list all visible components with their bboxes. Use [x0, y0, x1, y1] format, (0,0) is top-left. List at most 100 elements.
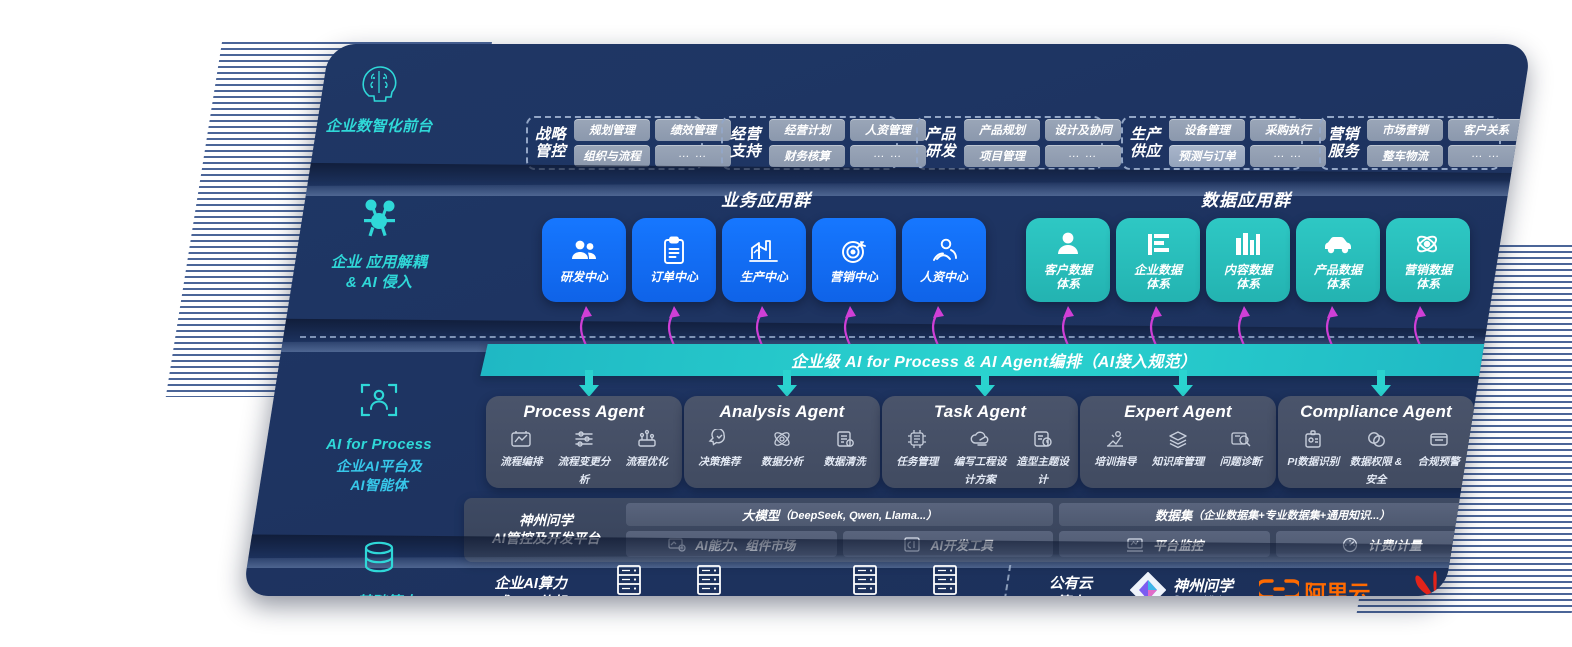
- rail-label-ai-compute: AI基础算力: [341, 594, 418, 596]
- data-card-label: 营销数据 体系: [1403, 262, 1452, 291]
- chip[interactable]: 组织与流程: [574, 145, 651, 167]
- data-card-label: 企业数据 体系: [1133, 262, 1182, 291]
- rail-app-decoupling: 企业 应用解耦 & AI 侵入: [286, 194, 472, 294]
- group-title: 生产 供应: [1130, 125, 1162, 160]
- pi-badge-icon: [1282, 426, 1345, 452]
- agent-capability[interactable]: 流程变更分析: [553, 426, 616, 488]
- agent-title: Process Agent: [523, 402, 645, 421]
- brain-head-icon: [286, 62, 472, 109]
- content-bars-icon: [1234, 229, 1262, 259]
- capability-label: 数据权限 & 安全: [1349, 456, 1403, 486]
- platform-name: 神州问学 AI管控及开发平台: [492, 512, 600, 546]
- agent-card-process[interactable]: Process Agent 流程编排 流程变更分析 流程优化: [486, 396, 682, 488]
- agent-capability[interactable]: 流程编排: [490, 426, 553, 470]
- agent-title: Compliance Agent: [1300, 402, 1452, 421]
- chip-more[interactable]: … …: [1448, 145, 1525, 167]
- app-card-rnd-center[interactable]: 研发中心: [542, 218, 626, 302]
- app-card-production-center[interactable]: 生产中心: [722, 218, 806, 302]
- front-office-group-rnd[interactable]: 产品 研发 产品规划 设计及协同 项目管理 … …: [916, 116, 1122, 170]
- chip[interactable]: 整车物流: [1367, 145, 1444, 167]
- capability-label: 流程优化: [625, 456, 668, 468]
- rail-ai-for-process: AI for Process 企业AI平台及 AI智能体: [286, 378, 472, 495]
- agent-capability[interactable]: 任务管理: [886, 426, 949, 470]
- logo-en-text: Smort Vision: [1173, 594, 1233, 596]
- chip-more[interactable]: … …: [1045, 145, 1122, 167]
- agent-capability[interactable]: 问题诊断: [1209, 426, 1272, 470]
- data-card-enterprise[interactable]: 企业数据 体系: [1116, 218, 1200, 302]
- chip[interactable]: 客户关系: [1448, 119, 1525, 141]
- section-divider-dashed: [300, 336, 1474, 338]
- chip[interactable]: 采购执行: [1250, 119, 1327, 141]
- logo-shenzhou-wenxue[interactable]: 神州问学 Smort Vision: [1115, 571, 1248, 596]
- cloud-write-icon: [949, 426, 1012, 452]
- chip-more[interactable]: … …: [850, 145, 927, 167]
- chip[interactable]: 人资管理: [850, 119, 927, 141]
- app-card-hr-center[interactable]: 人资中心: [902, 218, 986, 302]
- infra-node-datacenter-1[interactable]: 数据中心: [589, 563, 669, 596]
- agent-capability[interactable]: 数据清洗: [813, 426, 876, 470]
- app-card-marketing-center[interactable]: 营销中心: [812, 218, 896, 302]
- dataset-bar[interactable]: 数据集 （企业数据集+专业数据集+通用知识...）: [1059, 503, 1486, 526]
- dots-icon: … …: [762, 581, 813, 597]
- agent-title: Analysis Agent: [719, 402, 845, 421]
- logo-aliyun[interactable]: 阿里云: [1248, 576, 1381, 596]
- server-rack-icon: [850, 563, 880, 596]
- agent-capability[interactable]: 合规预警: [1407, 426, 1470, 470]
- agent-capability[interactable]: 决策推荐: [688, 426, 751, 470]
- chip[interactable]: 市场营销: [1367, 119, 1444, 141]
- agent-capability[interactable]: PI数据识别: [1282, 426, 1345, 470]
- target-dart-icon: [840, 236, 868, 266]
- agent-card-analysis[interactable]: Analysis Agent 决策推荐 数据分析 数据清洗: [684, 396, 880, 488]
- data-card-product[interactable]: 产品数据 体系: [1296, 218, 1380, 302]
- chip[interactable]: 设备管理: [1169, 119, 1246, 141]
- chip[interactable]: 绩效管理: [655, 119, 732, 141]
- capability-label: 决策推荐: [698, 456, 741, 468]
- agent-capability[interactable]: 培训指导: [1084, 426, 1147, 470]
- building-bars-icon: [1145, 229, 1172, 259]
- agent-capability[interactable]: 编写工程设计方案: [949, 426, 1012, 488]
- infra-node-datacenter-2[interactable]: 数据中心: [669, 563, 749, 596]
- app-card-order-center[interactable]: 订单中心: [632, 218, 716, 302]
- data-card-label: 客户数据 体系: [1043, 262, 1092, 291]
- agent-capability[interactable]: 流程优化: [615, 426, 678, 470]
- dataset-note: （企业数据集+专业数据集+通用知识...）: [1192, 509, 1391, 522]
- infra-node-aibox-1[interactable]: AI一体机: [825, 563, 905, 596]
- data-card-customer[interactable]: 客户数据 体系: [1026, 218, 1110, 302]
- chip[interactable]: 财务核算: [769, 145, 846, 167]
- data-card-marketing[interactable]: 营销数据 体系: [1386, 218, 1470, 302]
- shenzhou-wenxue-logo-mark: [1129, 571, 1167, 596]
- llm-bar[interactable]: 大模型 （DeepSeek, Qwen, Llama...）: [626, 503, 1053, 526]
- front-office-group-marketing[interactable]: 营销 服务 市场营销 客户关系 整车物流 … …: [1319, 116, 1525, 170]
- data-card-content[interactable]: 内容数据 体系: [1206, 218, 1290, 302]
- server-rack-icon: [614, 563, 644, 596]
- infra-node-aibox-2[interactable]: AI一体机: [905, 563, 985, 596]
- chip[interactable]: 预测与订单: [1169, 145, 1246, 167]
- agent-capability[interactable]: 造型主题设计: [1011, 426, 1074, 488]
- down-arrow-icon: [1371, 370, 1391, 397]
- front-office-group-operations[interactable]: 经营 支持 经营计划 人资管理 财务核算 … …: [721, 116, 927, 170]
- agent-capability[interactable]: 数据分析: [751, 426, 814, 470]
- infrastructure-row: AI基础算力 企业AI算力 或AI一体机: [286, 541, 1488, 597]
- agent-capability[interactable]: 数据权限 & 安全: [1345, 426, 1408, 488]
- chip[interactable]: 项目管理: [964, 145, 1041, 167]
- infra-enterprise-label: 企业AI算力 或AI一体机: [494, 576, 567, 596]
- chip[interactable]: 产品规划: [964, 119, 1041, 141]
- ai-for-process-row: AI for Process 企业AI平台及 AI智能体 企业级 AI for …: [286, 306, 1488, 546]
- chip[interactable]: 经营计划: [769, 119, 846, 141]
- agent-capability[interactable]: 知识库管理: [1147, 426, 1210, 470]
- infra-enterprise-compute: 企业AI算力 或AI一体机: [472, 572, 589, 596]
- down-arrow-icon: [579, 370, 599, 397]
- chip[interactable]: 设计及协同: [1045, 119, 1122, 141]
- logo-text: 阿里云: [1304, 581, 1371, 596]
- agent-card-task[interactable]: Task Agent 任务管理 编写工程设计方案 造型主题设计: [882, 396, 1078, 488]
- front-office-group-strategy[interactable]: 战略 管控 规划管理 绩效管理 组织与流程 … …: [526, 116, 732, 170]
- data-cluster-title: 数据应用群: [1201, 191, 1291, 210]
- agent-card-compliance[interactable]: Compliance Agent PI数据识别 数据权限 & 安全 合规预警: [1278, 396, 1474, 488]
- front-office-group-production[interactable]: 生产 供应 设备管理 采购执行 预测与订单 … …: [1121, 116, 1327, 170]
- chip[interactable]: 规划管理: [574, 119, 651, 141]
- chip-more[interactable]: … …: [1250, 145, 1327, 167]
- chip-more[interactable]: … …: [655, 145, 732, 167]
- atom-analysis-icon: [751, 426, 814, 452]
- agent-card-expert[interactable]: Expert Agent 培训指导 知识库管理 问题诊断: [1080, 396, 1276, 488]
- capability-label: 流程变更分析: [557, 456, 611, 486]
